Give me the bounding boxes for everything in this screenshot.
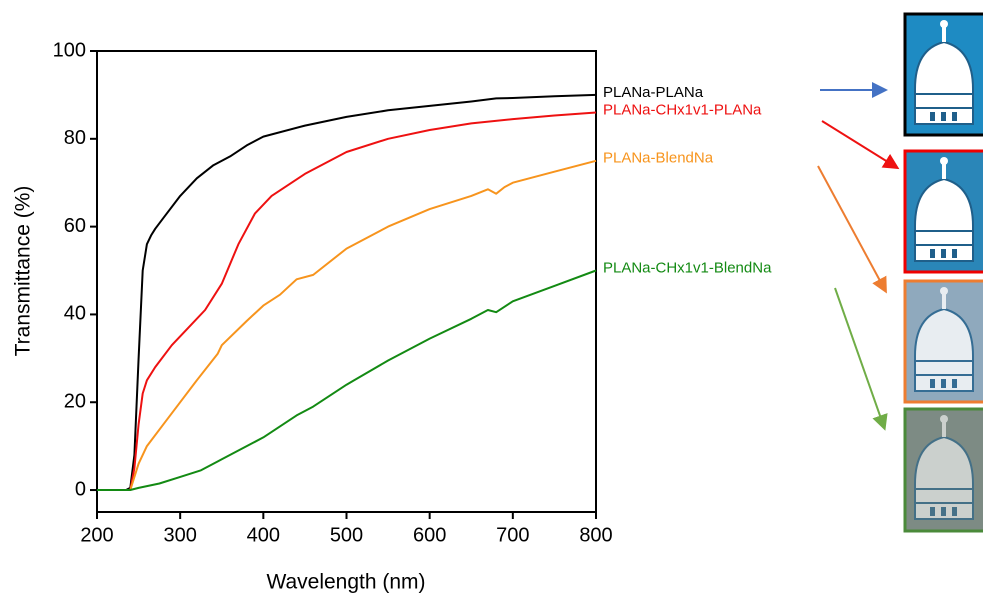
series-label: PLANa-CHx1v1-PLANa [603, 101, 762, 118]
series-line [97, 93, 597, 491]
x-tick-label: 300 [163, 524, 196, 546]
y-tick-label: 20 [64, 391, 86, 413]
arrow [821, 120, 900, 170]
arrow [834, 287, 888, 431]
arrow [817, 165, 887, 294]
series-line [97, 159, 597, 491]
photo [903, 279, 983, 404]
series-line [97, 111, 597, 491]
x-tick-label: 200 [80, 524, 113, 546]
series-line [97, 269, 597, 491]
plot-frame [96, 50, 597, 513]
photo [903, 407, 983, 533]
x-tick-label: 500 [330, 524, 363, 546]
y-tick-label: 40 [64, 303, 86, 325]
photo [903, 12, 983, 137]
arrows [817, 82, 900, 431]
series-label: PLANa-BlendNa [603, 150, 714, 167]
x-tick-label: 600 [413, 524, 446, 546]
x-tick-label: 400 [247, 524, 280, 546]
x-tick-label: 700 [496, 524, 529, 546]
x-axis-title: Wavelength (nm) [266, 571, 425, 594]
photo [903, 149, 983, 274]
photos [903, 12, 983, 533]
y-axis-title: Transmittance (%) [12, 186, 35, 357]
y-tick-label: 100 [53, 39, 86, 61]
y-tick-label: 60 [64, 215, 86, 237]
series-label: PLANa-CHx1v1-BlendNa [603, 259, 772, 276]
series-label: PLANa-PLANa [603, 84, 704, 101]
y-tick-label: 80 [64, 127, 86, 149]
x-tick-label: 800 [579, 524, 612, 546]
y-tick-label: 0 [75, 478, 86, 500]
